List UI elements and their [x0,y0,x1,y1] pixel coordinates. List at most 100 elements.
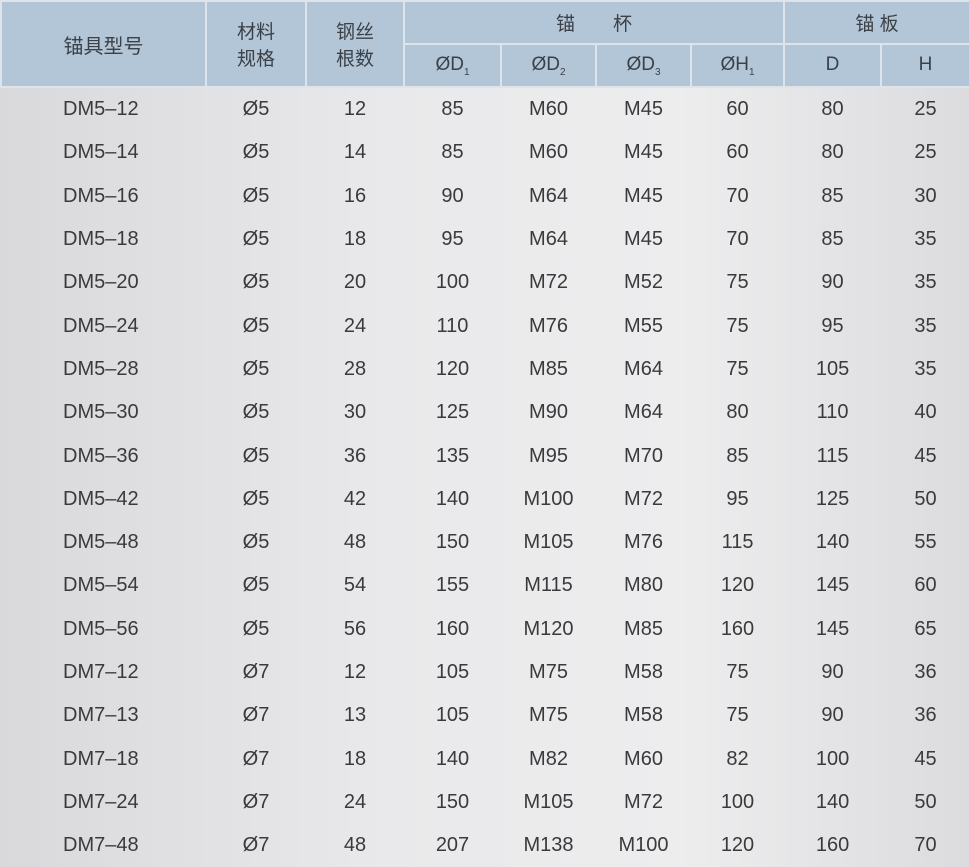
table-cell: 70 [726,228,749,251]
table-cell: 80 [821,141,844,164]
table-cell: M45 [624,184,663,207]
table-cell: 150 [435,790,470,813]
table-cell: 85 [726,444,749,467]
table-cell: 28 [343,357,367,380]
table-cell: 100 [815,747,850,770]
table-cell: Ø5 [242,314,270,337]
table-cell: 48 [343,531,367,554]
table-cell: 95 [821,314,844,337]
table-cell: DM5–36 [63,444,139,467]
table-cell: 36 [914,661,937,683]
table-cell: 160 [815,834,850,857]
table-cell: Ø5 [242,357,270,380]
table-cell: 140 [815,531,850,554]
table-cell: 40 [914,401,937,424]
table-cell: M72 [624,487,663,510]
table-cell: M80 [624,574,663,597]
table-cell: 18 [343,747,367,770]
table-cell: Ø5 [242,531,270,554]
table-cell: Ø5 [242,487,270,510]
table-cell: Ø7 [242,661,270,683]
table-cell: M58 [624,661,663,683]
header-material: 材料 规格 [205,0,307,88]
table-cell: 85 [441,98,464,121]
table-cell: 75 [726,357,749,380]
table-cell: 70 [726,184,749,207]
table-cell: Ø5 [242,271,270,294]
table-cell: M76 [529,314,568,337]
table-cell: 12 [343,98,367,121]
table-cell: 105 [435,704,470,727]
table-cell: 48 [343,834,367,857]
table-cell: Ø7 [242,834,270,857]
table-cell: 35 [914,271,937,294]
header-anchor-plate: 锚 板 [783,0,969,45]
table-row: DM7–18 Ø7 18 140 M82 M60 82 100 45 [1,737,969,780]
table-row: DM7–12 Ø7 12 105 M75 M58 75 90 36 [1,651,969,694]
table-cell: DM5–56 [63,617,139,640]
table-cell: 30 [343,401,367,424]
table-cell: 125 [815,487,850,510]
table-row: DM5–16 Ø5 16 90 M64 M45 70 85 30 [1,175,969,218]
table-cell: 207 [435,834,470,857]
table-cell: M64 [529,184,568,207]
table-row: DM5–36 Ø5 36 135 M95 M70 85 115 45 [1,434,969,477]
table-row: DM7–24 Ø7 24 150 M105 M72 100 140 50 [1,781,969,824]
table-cell: 36 [914,704,937,727]
table-cell: Ø5 [242,141,270,164]
table-cell: DM5–14 [63,141,139,164]
table-cell: 160 [720,617,755,640]
table-cell: M95 [529,444,568,467]
header-model: 锚具型号 [0,0,207,88]
table-cell: Ø7 [242,747,270,770]
table-cell: 105 [435,661,470,683]
table-cell: 12 [343,661,367,683]
table-cell: M58 [624,704,663,727]
table-cell: 54 [343,574,367,597]
table-cell: Ø5 [242,401,270,424]
table-cell: 18 [343,228,367,251]
table-cell: 80 [821,98,844,121]
table-cell: 85 [821,228,844,251]
table-cell: 85 [821,184,844,207]
table-cell: 140 [815,790,850,813]
table-cell: M115 [524,574,573,597]
table-cell: 100 [435,271,470,294]
table-row: DM5–18 Ø5 18 95 M64 M45 70 85 35 [1,218,969,261]
table-cell: 30 [914,184,937,207]
table-cell: 90 [441,184,464,207]
table-cell: 82 [726,747,749,770]
table-cell: M105 [523,790,574,813]
table-cell: 45 [914,444,937,467]
table-cell: 14 [343,141,367,164]
table-cell: Ø5 [242,617,270,640]
table-cell: M75 [529,661,568,683]
table-cell: DM7–12 [63,661,139,683]
table-row: DM5–12 Ø5 12 85 M60 M45 60 80 25 [1,87,969,131]
table-cell: 75 [726,314,749,337]
table-row: DM7–48 Ø7 48 207 M138 M100 120 160 70 [1,824,969,867]
table-cell: 20 [343,271,367,294]
table-cell: 105 [815,357,850,380]
table-cell: M72 [529,271,568,294]
table-cell: DM5–12 [63,98,139,121]
table-cell: M52 [624,271,663,294]
table-cell: 90 [821,704,844,727]
table-cell: 50 [914,790,937,813]
table-cell: M90 [529,401,568,424]
table-cell: 160 [435,617,470,640]
table-cell: 60 [914,574,937,597]
table-cell: M138 [523,834,574,857]
table-cell: 60 [726,98,749,121]
table-cell: DM5–28 [63,357,139,380]
table-cell: 150 [435,531,470,554]
table-row: DM5–24 Ø5 24 110 M76 M55 75 95 35 [1,304,969,347]
table-cell: 120 [435,357,470,380]
table-cell: Ø5 [242,228,270,251]
table-cell: M45 [624,228,663,251]
table-cell: 42 [343,487,367,510]
table-cell: M100 [523,487,574,510]
table-cell: 60 [726,141,749,164]
table-cell: 65 [914,617,937,640]
